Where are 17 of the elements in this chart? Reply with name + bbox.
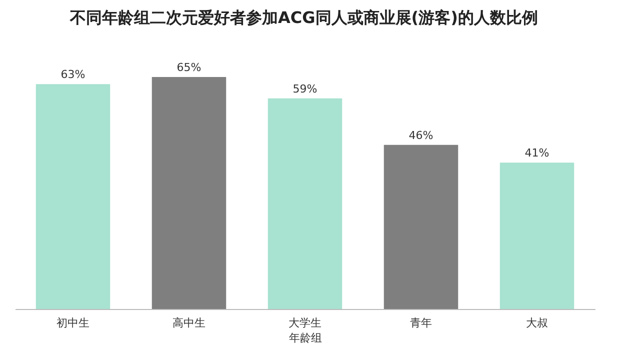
bar [500,162,574,309]
bar [152,77,226,309]
bar [268,98,342,309]
bar [384,144,458,309]
data-label: 41% [524,146,550,160]
x-axis-title: 年龄组 [289,332,322,344]
x-tick-label: 初中生 [56,316,90,330]
x-tick-label: 青年 [410,316,432,330]
data-label: 65% [176,61,202,74]
bar [36,84,110,309]
x-tick-label: 高中生 [172,316,206,330]
data-label: 46% [408,128,434,142]
data-label: 63% [60,68,86,82]
x-tick-label: 大学生 [288,316,322,330]
x-tick-label: 大叔 [526,316,548,330]
data-label: 59% [292,82,318,96]
chart-title: 不同年龄组二次元爱好者参加ACG同人或商业展(游客)的人数比例 [70,8,538,29]
